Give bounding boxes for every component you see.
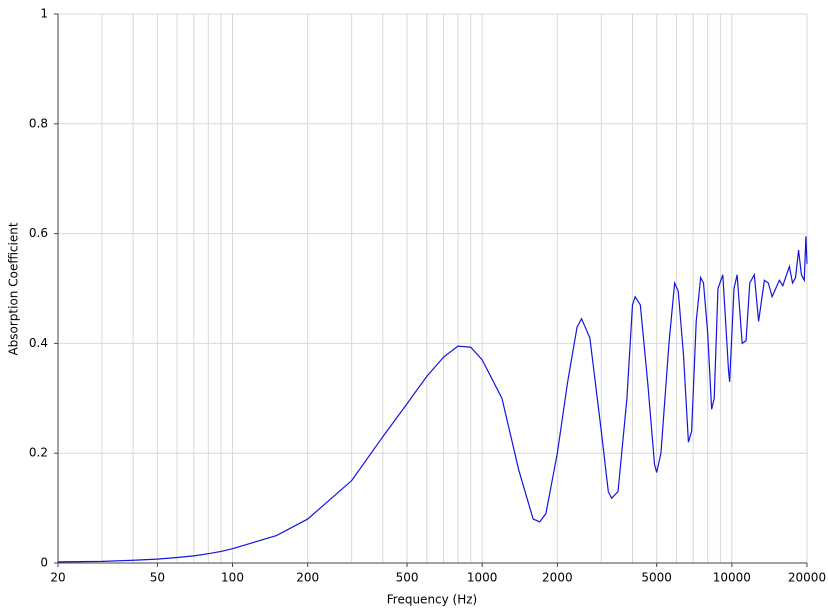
x-tick-label: 2000 (542, 571, 573, 585)
y-tick-label: 0 (40, 556, 48, 570)
y-axis-label: Absorption Coefficient (7, 222, 21, 355)
x-tick-label: 20 (50, 571, 65, 585)
x-axis-label: Frequency (Hz) (387, 593, 478, 607)
y-tick-label: 0.4 (29, 336, 48, 350)
x-tick-label: 10000 (713, 571, 751, 585)
y-tick-label: 0.6 (29, 226, 48, 240)
x-tick-label: 5000 (641, 571, 672, 585)
x-tick-label: 1000 (467, 571, 498, 585)
x-tick-label: 100 (221, 571, 244, 585)
x-tick-label: 200 (296, 571, 319, 585)
x-tick-label: 500 (396, 571, 419, 585)
y-tick-label: 0.2 (29, 446, 48, 460)
data-line (57, 236, 808, 563)
x-tick-label: 20000 (788, 571, 826, 585)
y-tick-label: 1 (40, 7, 48, 21)
x-tick-label: 50 (150, 571, 165, 585)
y-tick-label: 0.8 (29, 116, 48, 130)
